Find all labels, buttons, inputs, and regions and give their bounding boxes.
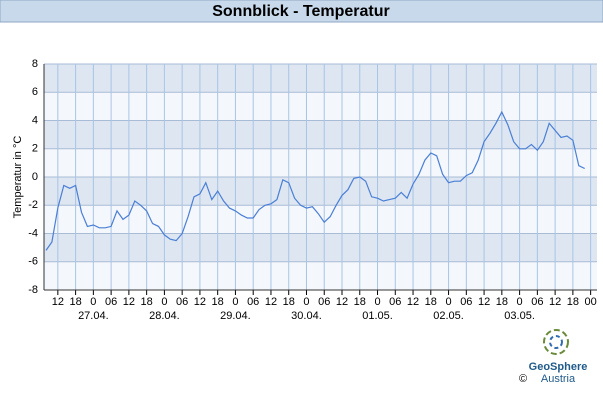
date-label: 03.05. [504, 310, 535, 322]
x-tick-label: 18 [425, 296, 437, 308]
x-tick-label: 12 [123, 296, 135, 308]
x-tick-label: 12 [336, 296, 348, 308]
y-tick-label: -6 [28, 256, 38, 268]
x-tick-label: 18 [69, 296, 81, 308]
x-tick-label: 06 [318, 296, 330, 308]
y-axis-label: Temperatur in °C [12, 136, 24, 219]
y-tick-label: 4 [32, 114, 38, 126]
x-tick-label: 18 [496, 296, 508, 308]
y-tick-label: 0 [32, 171, 38, 183]
date-label: 30.04. [291, 310, 322, 322]
temperature-line [45, 110, 585, 251]
y-tick-label: -2 [28, 199, 38, 211]
logo: GeoSphere Austria © [519, 329, 588, 385]
chart-title: Sonnblick - Temperatur [212, 3, 390, 20]
date-label: 01.05. [362, 310, 393, 322]
x-tick-label: 06 [531, 296, 543, 308]
date-label: 02.05. [433, 310, 464, 322]
x-tick-label: 06 [247, 296, 259, 308]
y-tick-label: 8 [32, 58, 38, 70]
title-bar [0, 0, 603, 23]
y-tick-label: 6 [32, 86, 38, 98]
x-tick-label: 12 [407, 296, 419, 308]
x-tick-label: 12 [549, 296, 561, 308]
date-label: 28.04. [149, 310, 180, 322]
x-tick-label: 06 [176, 296, 188, 308]
date-label: 29.04. [220, 310, 251, 322]
band [44, 64, 597, 93]
x-tick-label: 18 [567, 296, 579, 308]
logo-mark [543, 329, 569, 355]
x-tick-label: 06 [460, 296, 472, 308]
y-tick-label: 2 [32, 143, 38, 155]
x-tick-label: 12 [194, 296, 206, 308]
band [44, 233, 597, 262]
x-tick-label: 0 [90, 296, 96, 308]
band [44, 177, 597, 206]
logo-name: GeoSphere [529, 361, 588, 373]
x-tick-label: 00 [585, 296, 597, 308]
logo-country: Austria [541, 373, 576, 385]
y-tick-label: -8 [28, 284, 38, 296]
copyright: © [519, 373, 527, 385]
date-label: 27.04. [78, 310, 109, 322]
x-tick-label: 12 [52, 296, 64, 308]
x-tick-label: 0 [517, 296, 523, 308]
x-tick-label: 0 [161, 296, 167, 308]
x-tick-label: 12 [478, 296, 490, 308]
x-tick-label: 18 [141, 296, 153, 308]
x-tick-label: 18 [354, 296, 366, 308]
y-tick-label: -4 [28, 227, 38, 239]
x-tick-label: 12 [265, 296, 277, 308]
x-tick-label: 06 [105, 296, 117, 308]
x-tick-label: 06 [389, 296, 401, 308]
x-tick-label: 0 [303, 296, 309, 308]
logo-mark [549, 335, 563, 349]
x-tick-label: 0 [232, 296, 238, 308]
x-tick-label: 18 [212, 296, 224, 308]
x-tick-label: 0 [374, 296, 380, 308]
x-tick-label: 0 [445, 296, 451, 308]
x-tick-label: 18 [283, 296, 295, 308]
band [44, 120, 597, 149]
